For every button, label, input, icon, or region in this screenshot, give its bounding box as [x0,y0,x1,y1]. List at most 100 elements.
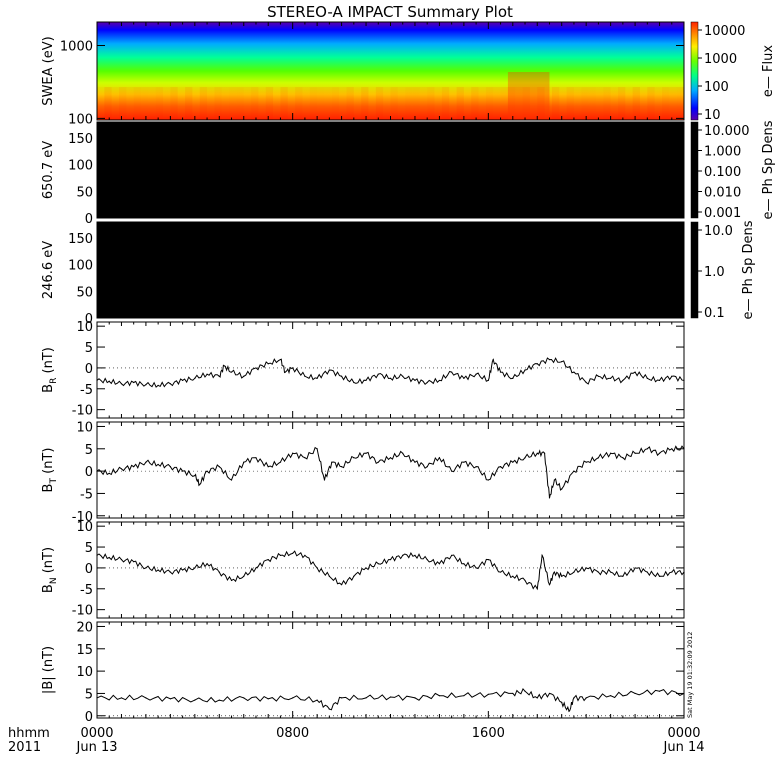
data-point [475,373,477,375]
series-line-bt [96,445,685,499]
data-point [634,452,636,454]
pad246-spectrogram [97,222,684,318]
data-point [622,379,624,382]
colorbar-label: e— Flux [761,45,776,97]
data-point [353,457,355,459]
data-point [671,448,673,450]
data-point [267,698,269,700]
data-point [499,571,502,573]
ytick-label: 15 [76,643,93,658]
ytick-label: 50 [76,185,93,200]
data-point [328,708,330,710]
ytick-label: 20 [76,620,93,635]
ytick-label: 0 [85,562,93,577]
data-point [610,452,612,454]
data-point [568,710,570,712]
colorbar-pad246: 10.0 1.0 0.1 e— Ph Sp Dens [690,220,756,321]
data-point [182,569,184,571]
data-point [585,697,587,699]
data-point [284,371,286,373]
data-point [243,461,245,463]
ytick-label: -5 [80,487,93,502]
time-row2-label: 2011 [8,740,41,755]
data-point [671,571,673,573]
colorbar-pad650: 10.000 1.000 0.100 0.010 0.001 e— Ph Sp Dens [690,120,776,221]
data-point [573,697,575,699]
data-point [194,567,196,569]
data-point [646,377,648,379]
data-point [199,483,201,486]
data-point [561,575,563,577]
colorbar-tick-label: 0.010 [704,186,741,201]
data-point [255,457,257,459]
data-point [487,558,489,561]
data-point [353,575,355,577]
data-point [543,452,546,454]
data-point [292,367,294,369]
data-point [353,381,355,384]
time-tick-label: 0000 [667,726,700,741]
data-point [133,561,135,563]
data-point [548,692,551,695]
data-point [120,383,123,385]
data-point [492,358,494,361]
data-point [206,563,208,565]
series-line-br [96,357,685,388]
data-point [622,457,624,459]
ytick-label: -10 [72,404,93,419]
ytick-label: 10 [76,420,93,435]
data-point [475,567,477,569]
data-point [553,479,555,481]
ytick-label: 0 [85,212,93,227]
ytick-label: 100 [68,259,93,274]
data-point [658,452,661,454]
data-point [597,375,599,377]
data-point [553,571,555,573]
b-frame [96,621,685,719]
data-point [585,461,587,463]
ytick-label: 100 [68,159,93,174]
data-point [169,571,171,573]
data-point [646,571,648,573]
data-point [597,571,599,573]
data-point [561,488,563,490]
data-point [120,468,123,470]
data-point [536,697,538,699]
data-point [267,558,269,561]
time-row1-label: hhmm [8,726,50,741]
data-point [634,692,636,695]
colorbar-strip [690,121,699,219]
data-point [475,466,477,468]
data-point [548,584,551,586]
data-point [402,554,404,556]
data-point [267,466,269,468]
data-point [438,379,441,382]
data-point [218,699,220,701]
data-point [536,363,538,365]
ytick-label: 0 [85,465,93,480]
data-point [634,371,636,373]
panel-bt: -10 -5 0 5 10 BT (nT) [41,420,685,525]
data-point [182,379,184,382]
data-point [524,369,526,371]
colorbar-strip [690,221,699,319]
pad650-spectrogram [97,122,684,218]
ytick-label: 5 [85,443,93,458]
colorbar-tick-label: 10000 [704,24,745,39]
data-point [634,567,636,569]
data-point [133,381,135,384]
data-point [573,371,575,373]
data-point [340,375,343,377]
data-point [279,358,282,361]
data-point [328,369,330,371]
ytick-label: 10 [76,520,93,535]
data-point [243,375,245,377]
data-point [389,457,392,459]
data-point [267,363,269,365]
time-tick-label: 1600 [472,726,505,741]
data-point [512,461,514,463]
data-point [316,567,318,569]
panel-b: 0 5 10 15 20 |B| (nT) [41,620,685,725]
data-point [671,375,673,377]
data-point [536,588,538,590]
